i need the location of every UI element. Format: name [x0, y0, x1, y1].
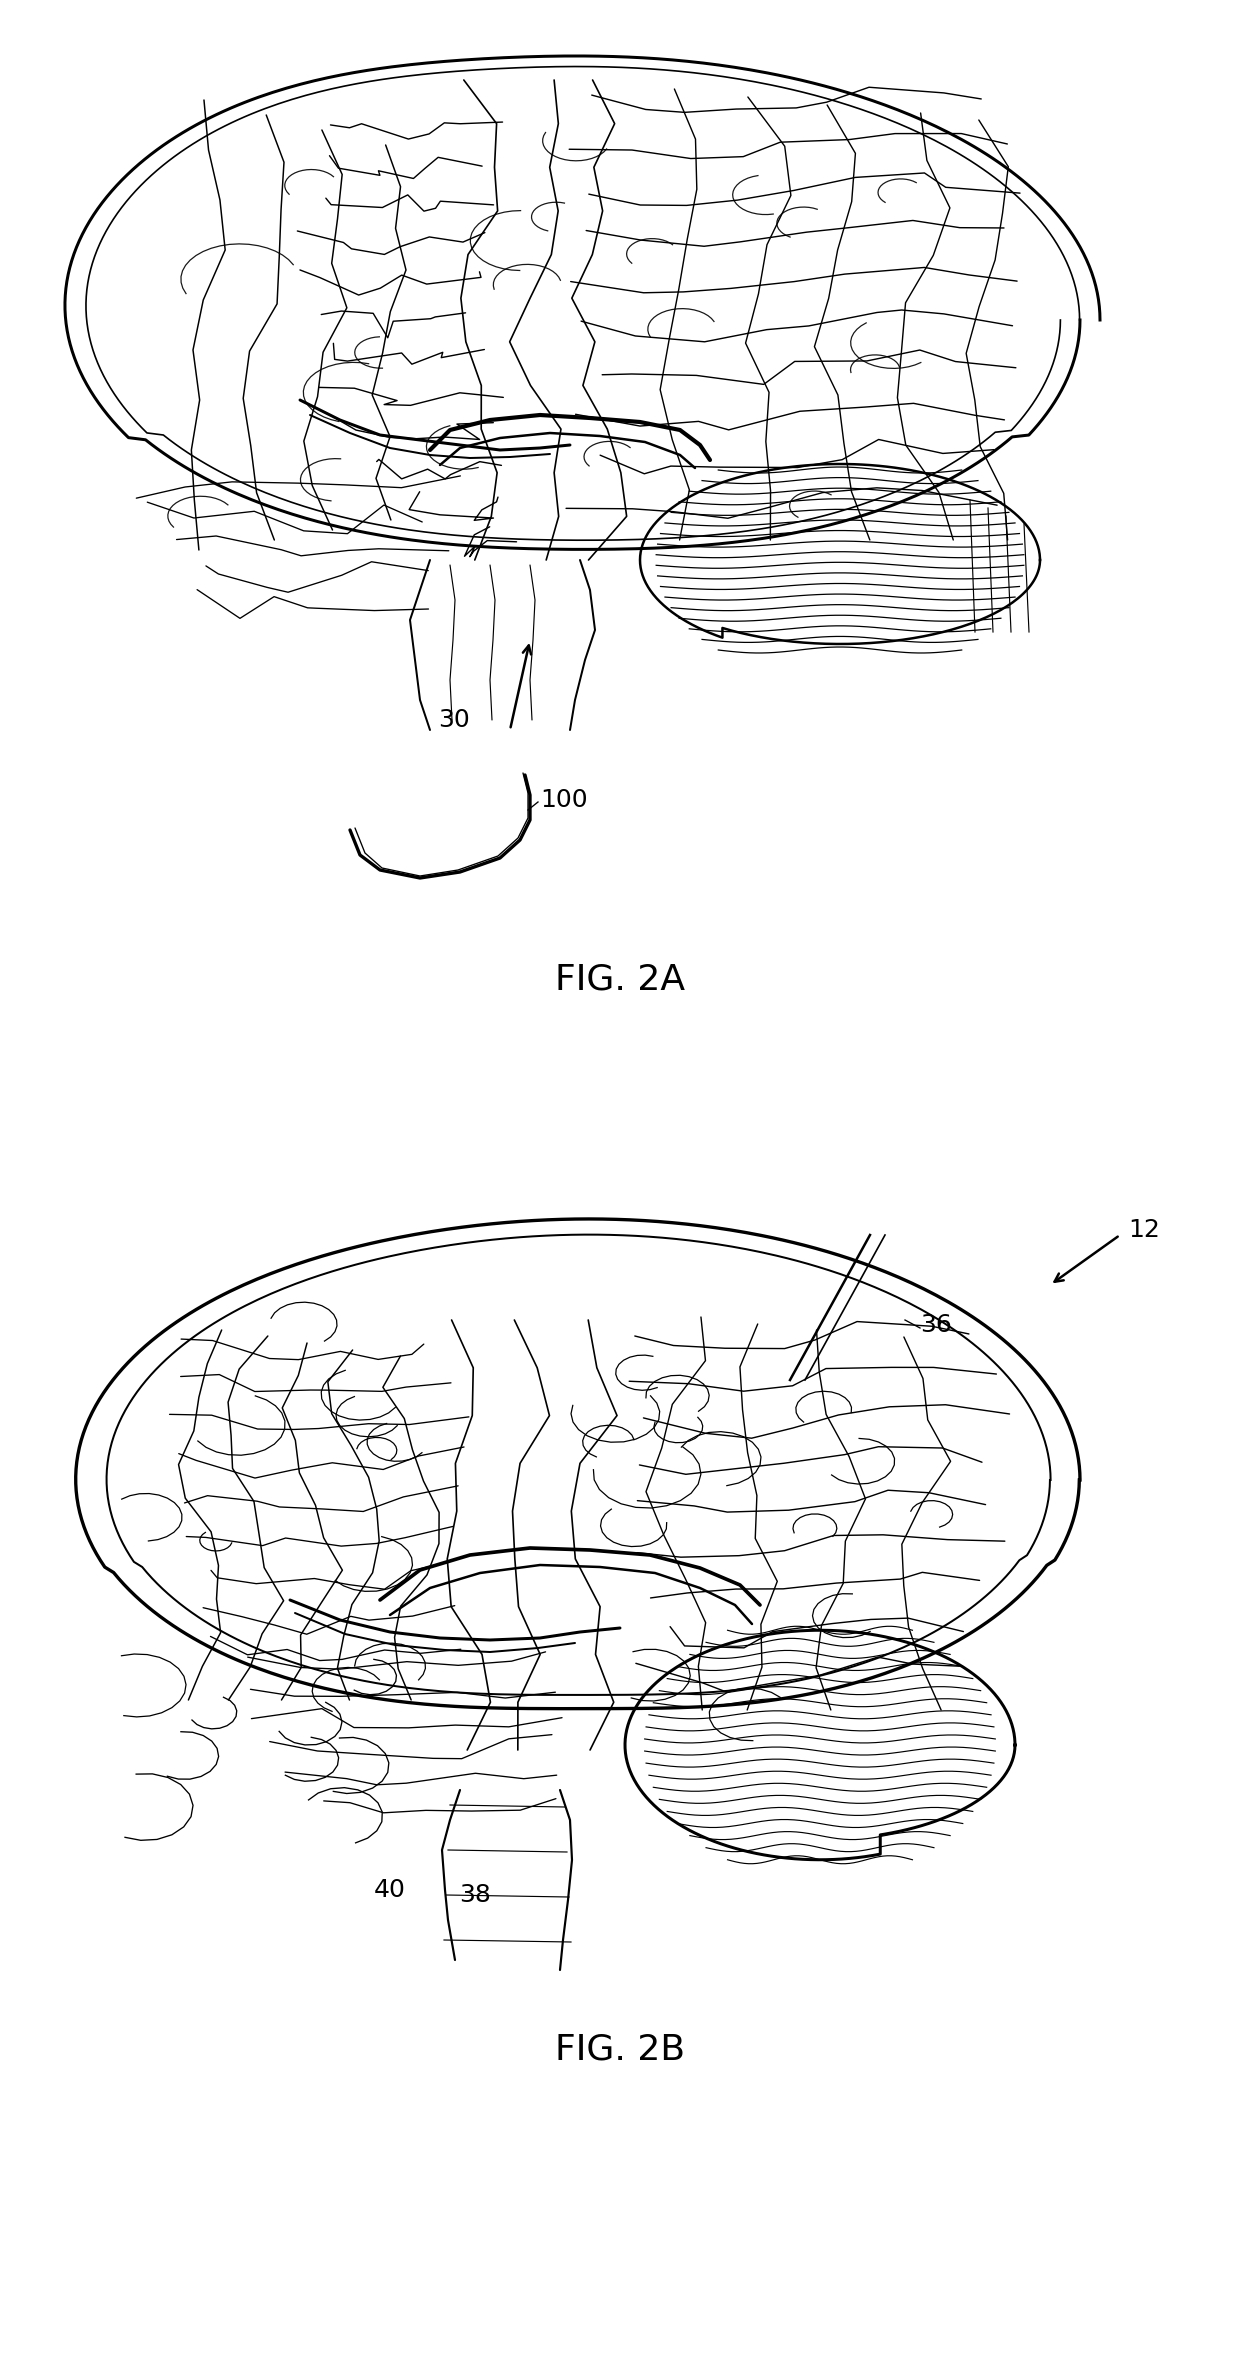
- Text: 100: 100: [539, 788, 588, 811]
- Text: FIG. 2A: FIG. 2A: [556, 962, 684, 998]
- Text: 38: 38: [459, 1882, 491, 1906]
- Text: 40: 40: [374, 1878, 405, 1901]
- Text: 30: 30: [438, 708, 470, 731]
- Text: 36: 36: [920, 1314, 952, 1338]
- Text: 12: 12: [1128, 1217, 1159, 1241]
- Text: FIG. 2B: FIG. 2B: [556, 2033, 684, 2066]
